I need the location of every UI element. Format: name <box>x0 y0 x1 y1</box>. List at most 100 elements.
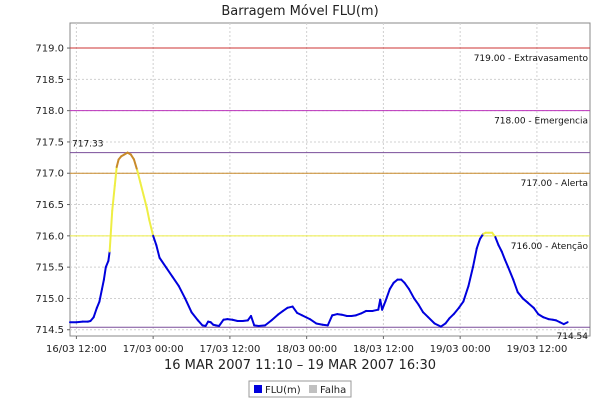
x-tick-label: 16/03 12:00 <box>46 344 107 355</box>
flu-series-segment <box>427 316 436 325</box>
y-tick-label: 717.5 <box>35 137 64 148</box>
legend-swatch-falha <box>309 385 317 393</box>
flu-series-segment <box>139 181 145 197</box>
flu-series-segment <box>562 321 569 326</box>
flu-series-segment <box>196 319 204 327</box>
flu-series-segment <box>384 288 391 303</box>
flu-series-segment <box>104 259 110 269</box>
y-tick-label: 719.0 <box>35 44 64 55</box>
flu-series-segment <box>132 158 139 172</box>
y-tick-label: 718.0 <box>35 106 64 117</box>
flu-series-segment <box>257 324 267 327</box>
legend-label-falha: Falha <box>320 385 346 396</box>
flu-series-segment <box>381 300 387 311</box>
flu-series-segment <box>102 266 107 281</box>
min-value-label: 714.54 <box>557 332 589 342</box>
threshold-label: 716.00 - Atenção <box>511 242 589 252</box>
flu-series-segment <box>532 306 540 316</box>
flu-series-segment <box>264 319 273 327</box>
y-tick-label: 717.0 <box>35 169 64 180</box>
flu-series-segment <box>270 313 279 322</box>
flu-series-segment <box>184 297 193 314</box>
flu-series-segment <box>448 313 455 320</box>
y-tick-label: 715.5 <box>35 263 64 274</box>
flu-series-segment <box>148 219 155 237</box>
flu-series-segment <box>457 300 465 309</box>
max-value-label: 717.33 <box>72 140 104 150</box>
flu-series-segment <box>433 322 442 328</box>
flu-series-segment <box>164 266 174 278</box>
flu-series-segment <box>388 281 395 291</box>
flu-series-segment <box>497 244 503 253</box>
x-tick-label: 17/03 12:00 <box>199 344 260 355</box>
threshold-label: 719.00 - Extravasamento <box>474 54 589 64</box>
flu-series-segment <box>142 194 148 209</box>
flu-series-segment <box>218 318 225 327</box>
flu-series-segment <box>417 303 425 314</box>
flu-series-segment <box>521 297 529 304</box>
flu-series-segment <box>471 247 478 269</box>
flu-series-segment <box>250 314 256 327</box>
flu-series-segment <box>452 306 460 316</box>
flu-series-segment <box>308 318 318 325</box>
flu-series-segment <box>291 305 299 314</box>
flu-series-segment <box>475 237 481 250</box>
flu-series-segment <box>98 288 103 303</box>
flu-series-segment <box>462 284 470 303</box>
x-tick-label: 19/03 00:00 <box>430 344 491 355</box>
flu-series-segment <box>145 206 151 222</box>
flu-series-segment <box>152 234 158 247</box>
flu-series-segment <box>113 165 118 187</box>
flu-series-segment <box>444 317 451 325</box>
legend-swatch-flu <box>254 385 262 393</box>
series-layer <box>69 151 569 328</box>
x-axis: 16/03 12:00 17/03 00:00 17/03 12:00 18/03 0… <box>46 336 567 355</box>
threshold-label: 717.00 - Alerta <box>521 179 588 189</box>
plot-area <box>69 22 591 337</box>
flu-series-segment <box>500 250 506 261</box>
y-tick-label: 714.5 <box>35 325 64 336</box>
flu-series-segment <box>315 322 324 326</box>
y-tick-label: 716.0 <box>35 231 64 242</box>
flu-series-segment <box>326 314 334 327</box>
x-tick-label: 18/03 12:00 <box>353 344 414 355</box>
flu-series-segment <box>467 266 474 287</box>
flu-series-segment <box>422 311 430 319</box>
y-tick-label: 715.0 <box>35 294 64 305</box>
flu-series-segment <box>171 275 180 287</box>
x-tick-label: 17/03 00:00 <box>123 344 184 355</box>
flu-series-segment <box>190 311 199 322</box>
date-range-subtitle: 16 MAR 2007 11:10 – 19 MAR 2007 16:30 <box>164 358 436 373</box>
flu-series-segment <box>512 278 519 294</box>
flu-series-segment <box>526 301 535 309</box>
flu-series-segment <box>92 306 98 319</box>
flu-series-segment <box>494 236 500 247</box>
flu-series-segment <box>177 284 187 300</box>
threshold-label: 718.00 - Emergencia <box>494 117 588 127</box>
y-axis: 714.5 715.0 715.5 716.0 716.5 717.0 717.5 718.0… <box>35 44 70 336</box>
flu-series-segment <box>111 184 116 212</box>
flu-series-segment <box>503 258 510 269</box>
x-tick-label: 18/03 00:00 <box>276 344 337 355</box>
flu-series-segment <box>301 314 311 321</box>
flu-series-segment <box>403 281 410 291</box>
legend-label-flu: FLU(m) <box>265 385 301 396</box>
x-tick-label: 19/03 12:00 <box>506 344 567 355</box>
flu-series-segment <box>107 250 111 262</box>
flu-series-segment <box>516 291 524 300</box>
flu-series-segment <box>507 266 515 281</box>
y-tick-label: 716.5 <box>35 200 64 211</box>
legend: FLU(m) Falha <box>248 380 352 398</box>
flu-series-segment <box>413 297 420 306</box>
flu-series-segment <box>115 158 120 168</box>
flu-series-segment <box>108 209 114 253</box>
flu-series-segment <box>95 300 101 309</box>
threshold-lines: 719.00 - Extravasamento 718.00 - Emergenc… <box>70 47 590 342</box>
flu-series-segment <box>158 256 167 269</box>
chart-title: Barragem Móvel FLU(m) <box>221 4 378 19</box>
flu-series-segment <box>407 288 416 300</box>
flu-series-segment <box>155 244 161 259</box>
flu-series-segment <box>100 278 105 291</box>
y-tick-label: 718.5 <box>35 75 64 86</box>
